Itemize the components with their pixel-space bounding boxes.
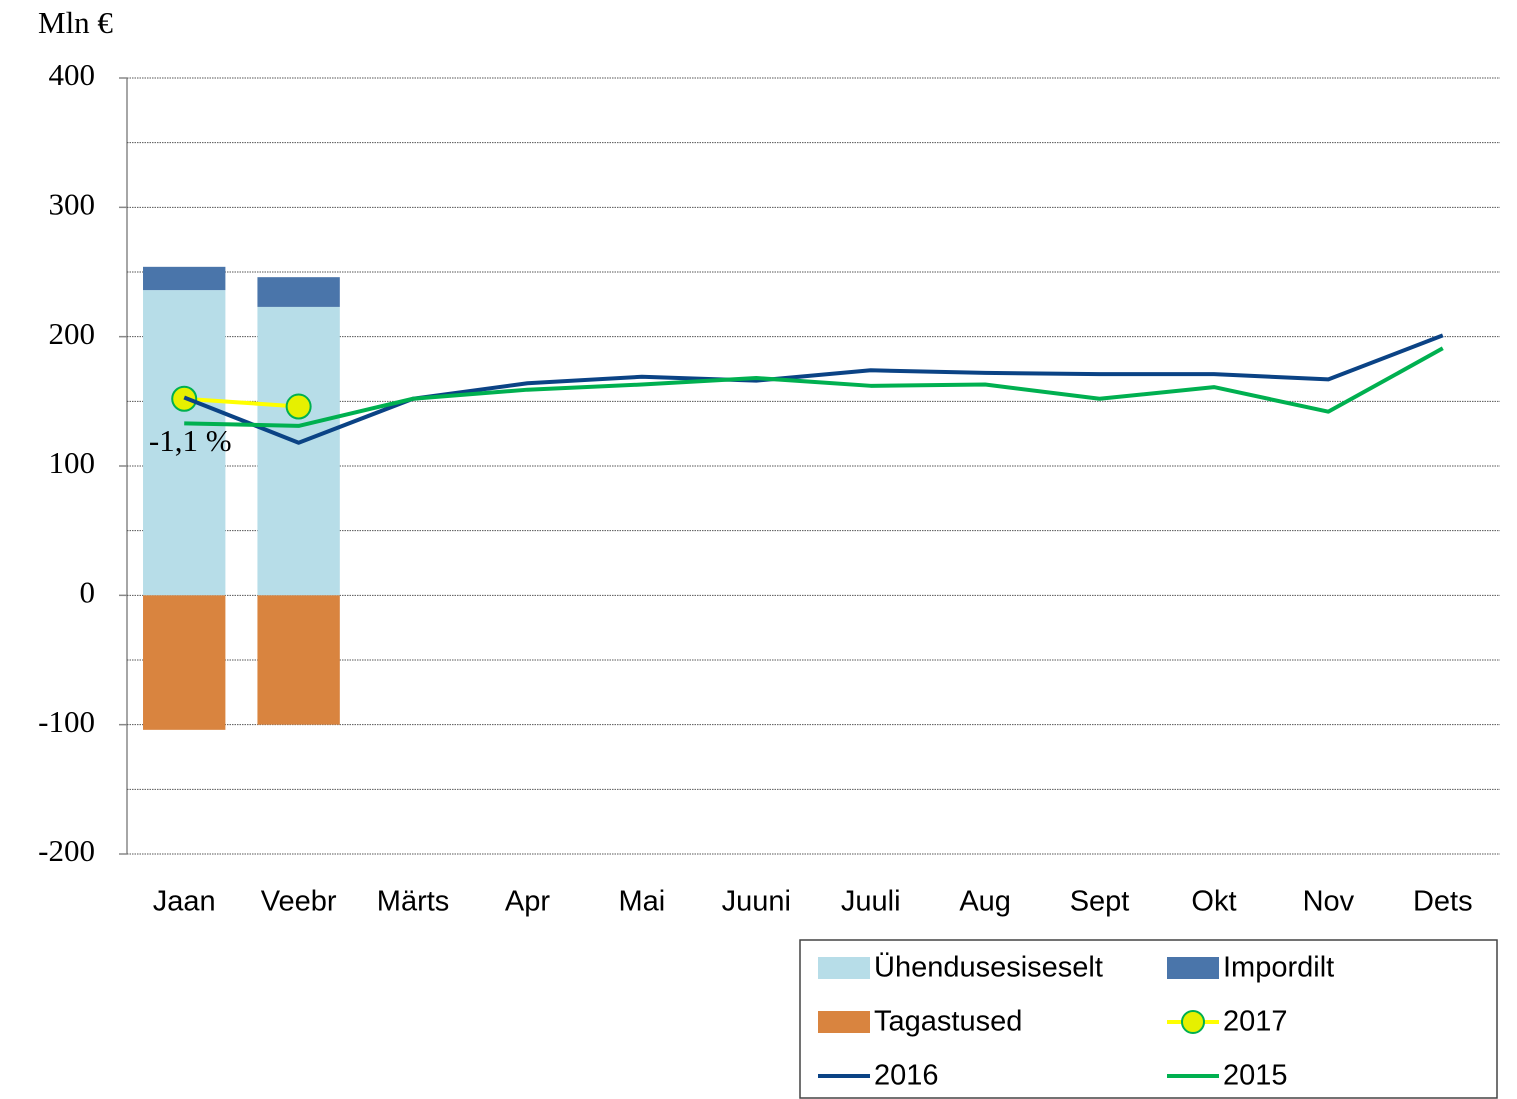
y-tick-label: 200 — [49, 316, 96, 351]
x-tick-label: Dets — [1413, 886, 1473, 918]
y-tick-label: -200 — [38, 833, 95, 868]
annotation: -1,1 % — [149, 423, 232, 458]
x-tick-label: Mai — [619, 886, 666, 918]
x-tick-label: Juuli — [841, 886, 901, 918]
y-tick-label: 100 — [49, 445, 96, 480]
line — [184, 396, 299, 409]
legend-label: 2017 — [1223, 1006, 1288, 1038]
line — [183, 333, 1444, 445]
legend-marker — [1181, 1010, 1205, 1034]
legend-label: Impordilt — [1223, 952, 1334, 984]
y-tick-label: 300 — [49, 186, 96, 221]
x-tick-label: Okt — [1191, 886, 1236, 918]
x-tick-label: Jaan — [153, 886, 216, 918]
legend-swatch — [818, 957, 870, 979]
x-tick-label: Märts — [377, 886, 450, 918]
legend-label: 2015 — [1223, 1060, 1288, 1092]
legend-box — [799, 939, 1498, 1099]
y-tick-label: 0 — [80, 574, 96, 609]
marker — [285, 393, 312, 420]
x-tick-label: Nov — [1303, 886, 1355, 918]
y-tick-label: 400 — [49, 57, 96, 92]
bar — [143, 266, 226, 291]
x-tick-label: Juuni — [722, 886, 791, 918]
legend-label: Tagastused — [874, 1006, 1022, 1038]
chart-title: Mln € — [38, 5, 113, 40]
bar — [257, 277, 340, 307]
legend-swatch — [1167, 957, 1219, 979]
legend-label: 2016 — [874, 1060, 939, 1092]
bar — [257, 306, 340, 596]
legend-label: Ühendusesiseselt — [874, 952, 1103, 984]
x-tick-label: Veebr — [261, 886, 337, 918]
x-tick-label: Apr — [505, 886, 550, 918]
bar — [143, 595, 226, 730]
line — [184, 346, 1444, 428]
y-tick-label: -100 — [38, 704, 95, 739]
x-tick-label: Sept — [1070, 886, 1130, 918]
legend-swatch — [818, 1011, 870, 1033]
bar — [257, 595, 340, 725]
x-tick-label: Aug — [959, 886, 1011, 918]
bar — [143, 290, 226, 596]
